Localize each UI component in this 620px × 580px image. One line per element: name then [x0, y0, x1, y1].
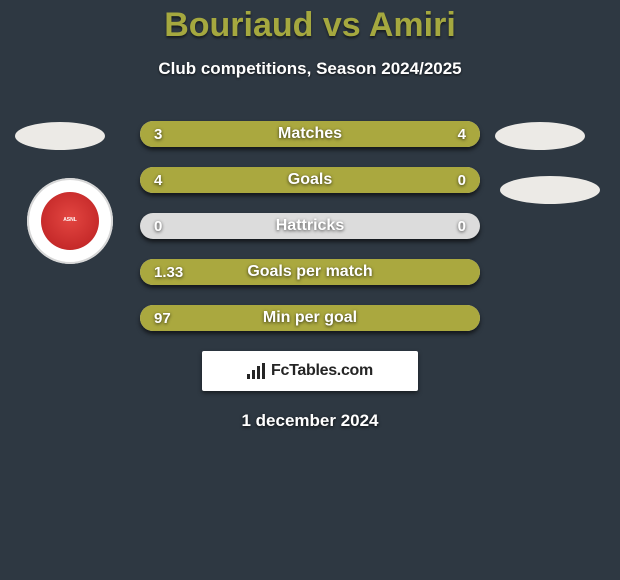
club-badge-left-label: ASNL — [63, 218, 77, 224]
page-title: Bouriaud vs Amiri — [0, 6, 620, 45]
stat-row: 3Matches4 — [140, 121, 480, 147]
club-badge-left-inner: ASNL — [41, 192, 99, 250]
stat-value-right: 4 — [458, 121, 466, 147]
stat-label: Min per goal — [140, 305, 480, 331]
infographic-root: Bouriaud vs Amiri Club competitions, Sea… — [0, 0, 620, 580]
stat-label: Goals per match — [140, 259, 480, 285]
stat-row: 1.33Goals per match — [140, 259, 480, 285]
date-label: 1 december 2024 — [0, 411, 620, 431]
branding-box[interactable]: FcTables.com — [202, 351, 418, 391]
branding-text: FcTables.com — [271, 362, 373, 380]
page-subtitle: Club competitions, Season 2024/2025 — [0, 59, 620, 79]
stat-label: Goals — [140, 167, 480, 193]
stats-block: 3Matches44Goals00Hattricks01.33Goals per… — [140, 121, 480, 331]
club-badge-right-placeholder — [500, 176, 600, 204]
stat-value-right: 0 — [458, 213, 466, 239]
stat-row: 97Min per goal — [140, 305, 480, 331]
player-left-avatar — [15, 122, 105, 150]
branding-bars-icon — [247, 363, 265, 379]
stat-row: 0Hattricks0 — [140, 213, 480, 239]
stat-row: 4Goals0 — [140, 167, 480, 193]
stat-label: Hattricks — [140, 213, 480, 239]
player-right-avatar — [495, 122, 585, 150]
club-badge-left: ASNL — [27, 178, 113, 264]
stat-value-right: 0 — [458, 167, 466, 193]
stat-label: Matches — [140, 121, 480, 147]
